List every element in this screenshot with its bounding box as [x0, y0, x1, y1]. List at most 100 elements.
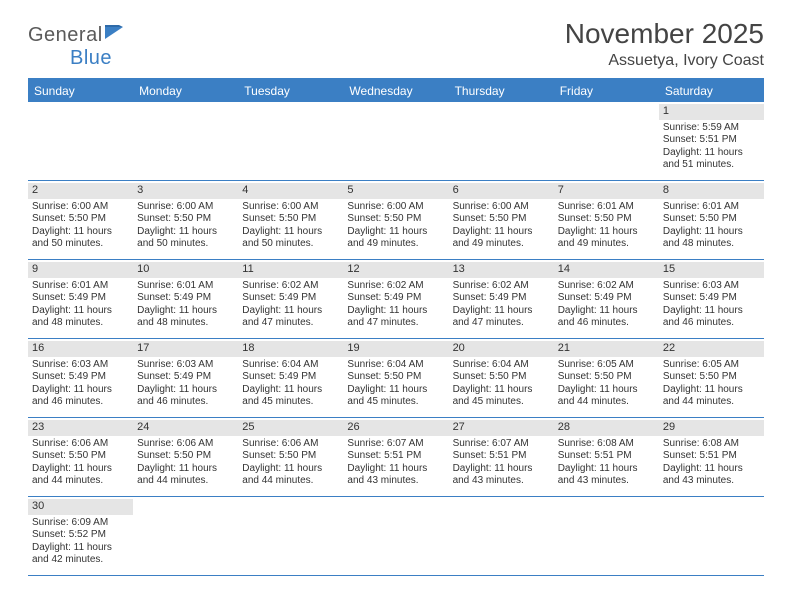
info-line: Daylight: 11 hours [453, 463, 550, 476]
info-line: Daylight: 11 hours [32, 226, 129, 239]
day-info: Sunrise: 6:02 AMSunset: 5:49 PMDaylight:… [453, 280, 550, 330]
day-header: Thursday [449, 80, 554, 102]
info-line: Daylight: 11 hours [453, 384, 550, 397]
calendar-cell: 5Sunrise: 6:00 AMSunset: 5:50 PMDaylight… [343, 181, 448, 259]
week-row: 30Sunrise: 6:09 AMSunset: 5:52 PMDayligh… [28, 497, 764, 576]
info-line: Sunset: 5:51 PM [558, 450, 655, 463]
info-line: and 43 minutes. [663, 475, 760, 488]
calendar-cell [554, 497, 659, 575]
info-line: and 45 minutes. [242, 396, 339, 409]
day-info: Sunrise: 6:03 AMSunset: 5:49 PMDaylight:… [663, 280, 760, 330]
info-line: Daylight: 11 hours [137, 384, 234, 397]
day-number: 24 [133, 420, 238, 436]
info-line: Sunset: 5:49 PM [242, 292, 339, 305]
calendar-cell [133, 497, 238, 575]
info-line: Daylight: 11 hours [242, 226, 339, 239]
day-number: 2 [28, 183, 133, 199]
calendar-cell [659, 497, 764, 575]
info-line: Daylight: 11 hours [558, 384, 655, 397]
info-line: Sunset: 5:50 PM [347, 371, 444, 384]
day-number: 18 [238, 341, 343, 357]
info-line: Sunrise: 6:03 AM [137, 359, 234, 372]
info-line: Sunset: 5:49 PM [347, 292, 444, 305]
calendar-cell: 30Sunrise: 6:09 AMSunset: 5:52 PMDayligh… [28, 497, 133, 575]
day-number: 19 [343, 341, 448, 357]
day-info: Sunrise: 6:00 AMSunset: 5:50 PMDaylight:… [453, 201, 550, 251]
day-number: 13 [449, 262, 554, 278]
info-line: Sunset: 5:49 PM [137, 371, 234, 384]
day-header: Wednesday [343, 80, 448, 102]
info-line: and 44 minutes. [663, 396, 760, 409]
info-line: and 50 minutes. [32, 238, 129, 251]
calendar-cell: 21Sunrise: 6:05 AMSunset: 5:50 PMDayligh… [554, 339, 659, 417]
info-line: Daylight: 11 hours [558, 305, 655, 318]
info-line: Sunrise: 6:00 AM [347, 201, 444, 214]
day-number: 22 [659, 341, 764, 357]
info-line: Sunrise: 6:02 AM [558, 280, 655, 293]
info-line: and 50 minutes. [137, 238, 234, 251]
day-header: Monday [133, 80, 238, 102]
day-info: Sunrise: 6:09 AMSunset: 5:52 PMDaylight:… [32, 517, 129, 567]
day-info: Sunrise: 6:07 AMSunset: 5:51 PMDaylight:… [453, 438, 550, 488]
day-info: Sunrise: 6:02 AMSunset: 5:49 PMDaylight:… [242, 280, 339, 330]
day-number: 8 [659, 183, 764, 199]
day-number: 14 [554, 262, 659, 278]
info-line: and 46 minutes. [663, 317, 760, 330]
calendar-cell: 2Sunrise: 6:00 AMSunset: 5:50 PMDaylight… [28, 181, 133, 259]
info-line: and 44 minutes. [558, 396, 655, 409]
calendar-cell: 9Sunrise: 6:01 AMSunset: 5:49 PMDaylight… [28, 260, 133, 338]
info-line: Daylight: 11 hours [242, 463, 339, 476]
info-line: Daylight: 11 hours [242, 305, 339, 318]
info-line: Daylight: 11 hours [347, 384, 444, 397]
day-header: Sunday [28, 80, 133, 102]
calendar-cell: 3Sunrise: 6:00 AMSunset: 5:50 PMDaylight… [133, 181, 238, 259]
info-line: Sunset: 5:49 PM [242, 371, 339, 384]
day-info: Sunrise: 6:06 AMSunset: 5:50 PMDaylight:… [242, 438, 339, 488]
day-info: Sunrise: 6:01 AMSunset: 5:49 PMDaylight:… [137, 280, 234, 330]
info-line: Sunrise: 6:06 AM [242, 438, 339, 451]
day-info: Sunrise: 6:01 AMSunset: 5:49 PMDaylight:… [32, 280, 129, 330]
info-line: Sunrise: 6:01 AM [558, 201, 655, 214]
calendar-cell [554, 102, 659, 180]
info-line: Sunset: 5:50 PM [242, 213, 339, 226]
week-row: 23Sunrise: 6:06 AMSunset: 5:50 PMDayligh… [28, 418, 764, 497]
calendar-cell: 6Sunrise: 6:00 AMSunset: 5:50 PMDaylight… [449, 181, 554, 259]
day-info: Sunrise: 6:04 AMSunset: 5:50 PMDaylight:… [347, 359, 444, 409]
calendar-cell [449, 497, 554, 575]
info-line: Sunrise: 6:04 AM [347, 359, 444, 372]
info-line: Sunset: 5:50 PM [137, 213, 234, 226]
info-line: Daylight: 11 hours [347, 305, 444, 318]
info-line: Sunrise: 6:01 AM [32, 280, 129, 293]
calendar-cell: 23Sunrise: 6:06 AMSunset: 5:50 PMDayligh… [28, 418, 133, 496]
calendar-cell: 15 Sunrise: 6:03 AMSunset: 5:49 PMDayligh… [659, 260, 764, 338]
day-info: Sunrise: 6:08 AMSunset: 5:51 PMDaylight:… [663, 438, 760, 488]
info-line: and 47 minutes. [347, 317, 444, 330]
info-line: Sunrise: 6:06 AM [137, 438, 234, 451]
info-line: Daylight: 11 hours [663, 226, 760, 239]
calendar-cell [343, 102, 448, 180]
day-number: 25 [238, 420, 343, 436]
day-number: 15 [659, 262, 764, 278]
info-line: and 44 minutes. [137, 475, 234, 488]
calendar-cell: 28Sunrise: 6:08 AMSunset: 5:51 PMDayligh… [554, 418, 659, 496]
day-info: Sunrise: 6:04 AMSunset: 5:49 PMDaylight:… [242, 359, 339, 409]
info-line: Sunrise: 6:01 AM [663, 201, 760, 214]
location: Assuetya, Ivory Coast [565, 52, 764, 70]
info-line: Sunrise: 6:02 AM [242, 280, 339, 293]
info-line: Sunset: 5:50 PM [558, 371, 655, 384]
info-line: Daylight: 11 hours [242, 384, 339, 397]
info-line: Sunset: 5:51 PM [663, 450, 760, 463]
header: General Blue November 2025 Assuetya, Ivo… [28, 18, 764, 70]
day-info: Sunrise: 5:59 AMSunset: 5:51 PMDaylight:… [663, 122, 760, 172]
info-line: Sunrise: 6:04 AM [242, 359, 339, 372]
calendar-cell: 27Sunrise: 6:07 AMSunset: 5:51 PMDayligh… [449, 418, 554, 496]
calendar-cell: 26Sunrise: 6:07 AMSunset: 5:51 PMDayligh… [343, 418, 448, 496]
day-header: Saturday [659, 80, 764, 102]
info-line: Sunset: 5:52 PM [32, 529, 129, 542]
info-line: Sunset: 5:50 PM [558, 213, 655, 226]
day-number: 4 [238, 183, 343, 199]
calendar-cell: 24 Sunrise: 6:06 AMSunset: 5:50 PMDayligh… [133, 418, 238, 496]
calendar-cell [238, 497, 343, 575]
day-info: Sunrise: 6:06 AMSunset: 5:50 PMDaylight:… [137, 438, 234, 488]
day-header: Friday [554, 80, 659, 102]
